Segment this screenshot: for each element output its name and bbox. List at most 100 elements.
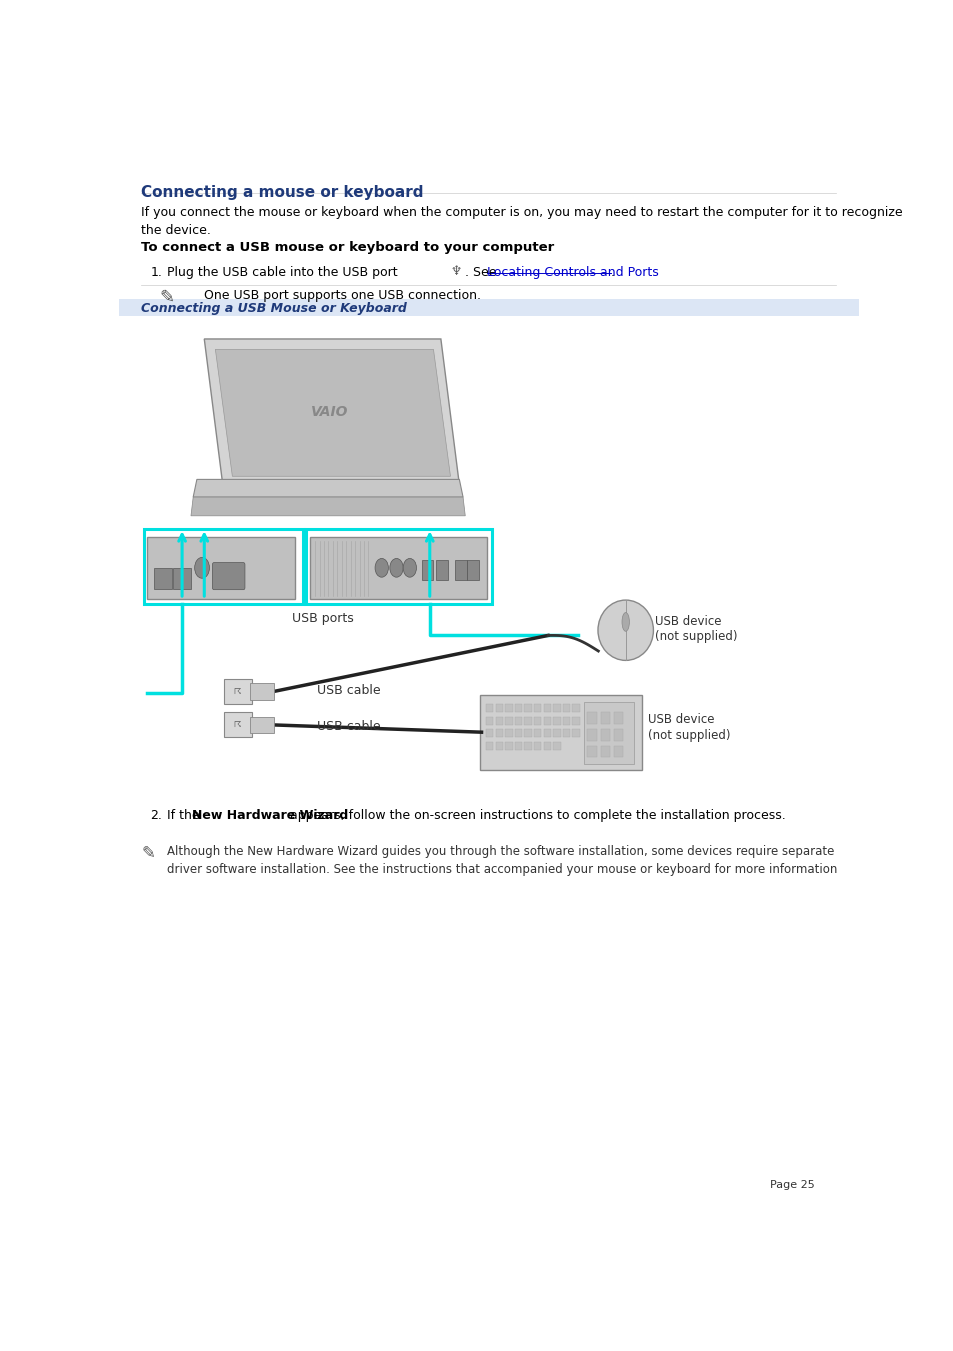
- FancyBboxPatch shape: [485, 730, 493, 738]
- Text: Locating Controls and Ports: Locating Controls and Ports: [487, 266, 659, 280]
- Text: . See: . See: [464, 266, 499, 280]
- Polygon shape: [204, 339, 459, 485]
- FancyBboxPatch shape: [250, 716, 274, 734]
- Text: Although the New Hardware Wizard guides you through the software installation, s: Although the New Hardware Wizard guides …: [167, 844, 837, 875]
- FancyBboxPatch shape: [562, 730, 570, 738]
- Polygon shape: [191, 497, 465, 516]
- FancyBboxPatch shape: [553, 704, 560, 712]
- Circle shape: [375, 558, 388, 577]
- Text: ✎: ✎: [141, 844, 155, 862]
- FancyBboxPatch shape: [534, 716, 541, 725]
- FancyBboxPatch shape: [485, 704, 493, 712]
- FancyBboxPatch shape: [479, 694, 641, 770]
- Text: ☈: ☈: [233, 720, 241, 730]
- Circle shape: [403, 558, 416, 577]
- FancyBboxPatch shape: [224, 680, 252, 704]
- FancyBboxPatch shape: [467, 559, 478, 581]
- FancyBboxPatch shape: [173, 567, 191, 589]
- FancyBboxPatch shape: [495, 704, 502, 712]
- Text: USB cable: USB cable: [316, 685, 380, 697]
- Text: USB cable: USB cable: [316, 720, 380, 732]
- FancyBboxPatch shape: [534, 730, 541, 738]
- FancyBboxPatch shape: [543, 730, 551, 738]
- Text: Plug the USB cable into the USB port: Plug the USB cable into the USB port: [167, 266, 397, 280]
- Circle shape: [390, 558, 403, 577]
- FancyBboxPatch shape: [572, 730, 579, 738]
- Text: USB device: USB device: [647, 713, 714, 727]
- FancyBboxPatch shape: [562, 716, 570, 725]
- FancyBboxPatch shape: [310, 536, 487, 598]
- FancyBboxPatch shape: [250, 684, 274, 700]
- FancyBboxPatch shape: [153, 567, 172, 589]
- Polygon shape: [215, 350, 450, 477]
- FancyBboxPatch shape: [534, 704, 541, 712]
- Text: USB device: USB device: [655, 615, 721, 628]
- FancyBboxPatch shape: [613, 730, 623, 740]
- FancyBboxPatch shape: [553, 716, 560, 725]
- FancyBboxPatch shape: [543, 704, 551, 712]
- FancyBboxPatch shape: [587, 746, 597, 757]
- FancyBboxPatch shape: [587, 712, 597, 724]
- FancyBboxPatch shape: [455, 559, 466, 581]
- FancyBboxPatch shape: [524, 716, 531, 725]
- FancyBboxPatch shape: [572, 704, 579, 712]
- Text: 1.: 1.: [151, 266, 162, 280]
- FancyBboxPatch shape: [543, 716, 551, 725]
- FancyBboxPatch shape: [421, 559, 433, 581]
- FancyBboxPatch shape: [485, 716, 493, 725]
- Ellipse shape: [621, 612, 629, 631]
- FancyBboxPatch shape: [534, 742, 541, 750]
- FancyBboxPatch shape: [600, 746, 610, 757]
- Text: (not supplied): (not supplied): [655, 630, 737, 643]
- Text: New Hardware Wizard: New Hardware Wizard: [193, 809, 349, 823]
- FancyBboxPatch shape: [485, 742, 493, 750]
- FancyBboxPatch shape: [524, 730, 531, 738]
- Text: Connecting a USB Mouse or Keyboard: Connecting a USB Mouse or Keyboard: [141, 301, 407, 315]
- Text: To connect a USB mouse or keyboard to your computer: To connect a USB mouse or keyboard to yo…: [141, 242, 554, 254]
- Text: USB ports: USB ports: [292, 612, 353, 624]
- Text: appears, follow the on-screen instructions to complete the installation process.: appears, follow the on-screen instructio…: [285, 809, 784, 823]
- FancyBboxPatch shape: [524, 704, 531, 712]
- FancyBboxPatch shape: [553, 742, 560, 750]
- Text: .: .: [610, 266, 615, 280]
- FancyBboxPatch shape: [505, 742, 512, 750]
- FancyBboxPatch shape: [436, 559, 448, 581]
- FancyBboxPatch shape: [515, 730, 521, 738]
- FancyBboxPatch shape: [600, 712, 610, 724]
- Text: (not supplied): (not supplied): [647, 730, 730, 742]
- Text: Connecting a mouse or keyboard: Connecting a mouse or keyboard: [141, 185, 423, 200]
- FancyBboxPatch shape: [600, 730, 610, 740]
- FancyBboxPatch shape: [147, 536, 294, 598]
- FancyBboxPatch shape: [224, 712, 252, 738]
- FancyBboxPatch shape: [562, 704, 570, 712]
- FancyBboxPatch shape: [587, 730, 597, 740]
- FancyBboxPatch shape: [515, 704, 521, 712]
- Text: If the: If the: [167, 809, 204, 823]
- FancyBboxPatch shape: [505, 704, 512, 712]
- Text: ☈: ☈: [233, 688, 241, 696]
- FancyBboxPatch shape: [505, 716, 512, 725]
- Text: ♆: ♆: [450, 265, 461, 278]
- Text: One USB port supports one USB connection.: One USB port supports one USB connection…: [204, 289, 480, 303]
- FancyBboxPatch shape: [613, 746, 623, 757]
- Circle shape: [194, 558, 210, 578]
- Ellipse shape: [598, 600, 653, 661]
- FancyBboxPatch shape: [553, 730, 560, 738]
- Text: Page 25: Page 25: [769, 1179, 814, 1190]
- FancyBboxPatch shape: [583, 703, 633, 765]
- FancyBboxPatch shape: [213, 562, 245, 589]
- Text: ✎: ✎: [160, 289, 174, 307]
- Text: If you connect the mouse or keyboard when the computer is on, you may need to re: If you connect the mouse or keyboard whe…: [141, 205, 902, 236]
- FancyBboxPatch shape: [572, 716, 579, 725]
- FancyBboxPatch shape: [515, 716, 521, 725]
- Polygon shape: [193, 480, 462, 497]
- FancyBboxPatch shape: [495, 730, 502, 738]
- FancyBboxPatch shape: [613, 712, 623, 724]
- Text: 2.: 2.: [151, 809, 162, 823]
- Text: VAIO: VAIO: [311, 405, 348, 419]
- FancyBboxPatch shape: [119, 300, 858, 316]
- FancyBboxPatch shape: [495, 716, 502, 725]
- FancyBboxPatch shape: [505, 730, 512, 738]
- FancyBboxPatch shape: [495, 742, 502, 750]
- FancyBboxPatch shape: [515, 742, 521, 750]
